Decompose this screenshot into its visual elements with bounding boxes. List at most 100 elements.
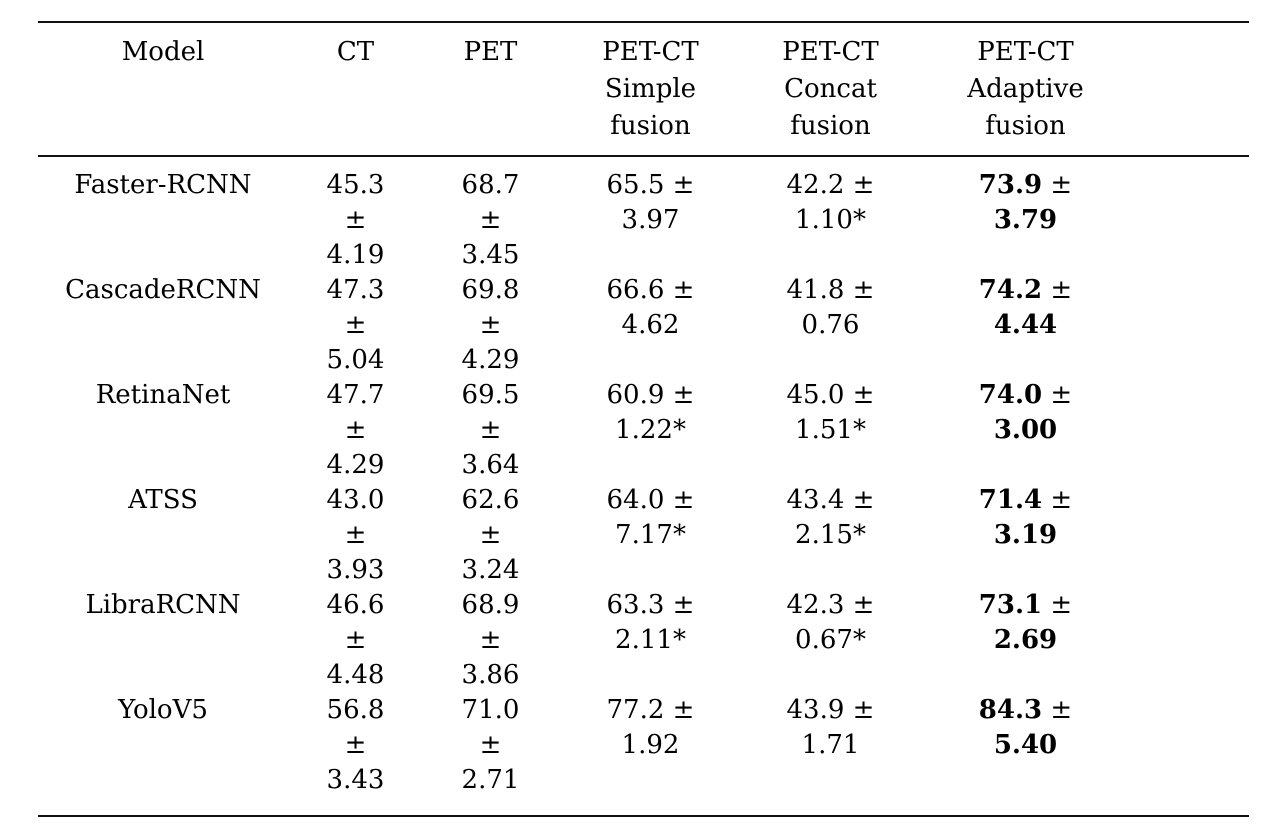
value-line: ± (479, 625, 502, 655)
header-line: fusion (790, 111, 871, 141)
table-row: LibraRCNN 46.6 ±4.48 68.9 ±3.86 63.3 ± 2.11* 42… (38, 588, 1249, 693)
cell-ct: 45.3 ±4.19 (288, 156, 423, 273)
value-line: 77.2 ± (606, 695, 695, 725)
value-line: ± (344, 625, 367, 655)
value-line: ± (479, 415, 502, 445)
value-line: 45.0 ± (786, 380, 875, 410)
cell-adaptive: 74.2 ± 4.44 (918, 273, 1133, 378)
value-line: 43.0 (326, 485, 385, 515)
cell-adaptive: 73.1 ± 2.69 (918, 588, 1133, 693)
value-line: 43.4 ± (786, 485, 875, 515)
value-line: ± (479, 520, 502, 550)
value-line: 1.51* (795, 415, 866, 445)
value-line: 42.3 ± (786, 590, 875, 620)
value-line: 45.3 (326, 170, 385, 200)
table-row: ATSS 43.0 ±3.93 62.6 ±3.24 64.0 ± 7.17* 43.4 ± 2… (38, 483, 1249, 588)
value-line: 47.7 (326, 380, 385, 410)
cell-model: CascadeRCNN (38, 273, 288, 378)
header-row: Model CT PET PET-CT Simple fusion PET-CT Concat… (38, 22, 1249, 157)
header-line: fusion (610, 111, 691, 141)
value-line: 0.76 (801, 310, 860, 340)
table-row: YoloV5 56.8 ±3.43 71.0 ±2.71 77.2 ± 1.92 43.9 ±… (38, 693, 1249, 816)
value-line: 41.8 ± (786, 275, 875, 305)
value-line: ± (479, 730, 502, 760)
value-line: 1.71 (801, 730, 860, 760)
table-row: RetinaNet 47.7 ±4.29 69.5 ±3.64 60.9 ± 1.22* 45… (38, 378, 1249, 483)
cell-simple: 65.5 ± 3.97 (558, 156, 743, 273)
spacer-column (1133, 22, 1249, 157)
header-line: PET-CT (977, 37, 1074, 67)
cell-ct: 46.6 ±4.48 (288, 588, 423, 693)
value-line: 60.9 ± (606, 380, 695, 410)
model-name: CascadeRCNN (65, 275, 261, 305)
cell-simple: 63.3 ± 2.11* (558, 588, 743, 693)
header-line: PET-CT (782, 37, 879, 67)
col-header-adaptive: PET-CT Adaptive fusion (918, 22, 1133, 157)
value-line: 56.8 (326, 695, 385, 725)
value-line: 68.9 (461, 590, 520, 620)
value-line: 5.04 (326, 345, 385, 375)
value-line: 84.3 ± (978, 695, 1073, 725)
value-line: 3.86 (461, 660, 520, 690)
col-header-pet: PET (423, 22, 558, 157)
value-line: 1.22* (615, 415, 686, 445)
value-line: 74.2 ± (978, 275, 1073, 305)
cell-simple: 77.2 ± 1.92 (558, 693, 743, 816)
value-line: 2.11* (615, 625, 686, 655)
cell-ct: 47.3 ±5.04 (288, 273, 423, 378)
value-line: 3.24 (461, 555, 520, 585)
cell-simple: 66.6 ± 4.62 (558, 273, 743, 378)
cell-adaptive: 74.0 ± 3.00 (918, 378, 1133, 483)
table-row: Faster-RCNN 45.3 ±4.19 68.7 ±3.45 65.5 ± 3.97 4… (38, 156, 1249, 273)
table-body: Faster-RCNN 45.3 ±4.19 68.7 ±3.45 65.5 ± 3.97 4… (38, 156, 1249, 816)
header-line: Adaptive (967, 74, 1084, 104)
value-line: ± (479, 310, 502, 340)
value-line: 4.48 (326, 660, 385, 690)
value-line: 43.9 ± (786, 695, 875, 725)
value-line: 66.6 ± (606, 275, 695, 305)
cell-pet: 62.6 ±3.24 (423, 483, 558, 588)
results-table: Model CT PET PET-CT Simple fusion PET-CT Concat… (38, 21, 1249, 817)
value-line: 69.8 (461, 275, 520, 305)
value-line: 0.67* (795, 625, 866, 655)
value-line: 2.15* (795, 520, 866, 550)
cell-adaptive: 73.9 ± 3.79 (918, 156, 1133, 273)
value-line: 3.93 (326, 555, 385, 585)
header-line: Concat (784, 74, 877, 104)
model-name: Faster-RCNN (74, 170, 252, 200)
cell-pet: 68.7 ±3.45 (423, 156, 558, 273)
cell-ct: 43.0 ±3.93 (288, 483, 423, 588)
cell-model: LibraRCNN (38, 588, 288, 693)
value-line: 64.0 ± (606, 485, 695, 515)
cell-model: YoloV5 (38, 693, 288, 816)
value-line: 73.9 ± (978, 170, 1073, 200)
value-line: 42.2 ± (786, 170, 875, 200)
value-line: ± (479, 205, 502, 235)
value-line: 3.64 (461, 450, 520, 480)
model-name: RetinaNet (95, 380, 231, 410)
header-line: Simple (604, 74, 697, 104)
header-line: Model (121, 37, 205, 67)
value-line: 69.5 (461, 380, 520, 410)
cell-concat: 42.3 ± 0.67* (743, 588, 918, 693)
model-name: LibraRCNN (85, 590, 241, 620)
cell-simple: 60.9 ± 1.22* (558, 378, 743, 483)
value-line: ± (344, 415, 367, 445)
header-line: PET-CT (602, 37, 699, 67)
spacer-cell (1133, 378, 1249, 483)
cell-concat: 43.9 ± 1.71 (743, 693, 918, 816)
value-line: 1.10* (795, 205, 866, 235)
value-line: 71.4 ± (978, 485, 1073, 515)
cell-concat: 45.0 ± 1.51* (743, 378, 918, 483)
value-line: 2.69 (993, 625, 1058, 655)
value-line: 65.5 ± (606, 170, 695, 200)
value-line: 1.92 (621, 730, 680, 760)
value-line: 68.7 (461, 170, 520, 200)
spacer-cell (1133, 693, 1249, 816)
cell-ct: 47.7 ±4.29 (288, 378, 423, 483)
value-line: 3.00 (993, 415, 1058, 445)
cell-concat: 42.2 ± 1.10* (743, 156, 918, 273)
cell-model: Faster-RCNN (38, 156, 288, 273)
value-line: 4.29 (326, 450, 385, 480)
